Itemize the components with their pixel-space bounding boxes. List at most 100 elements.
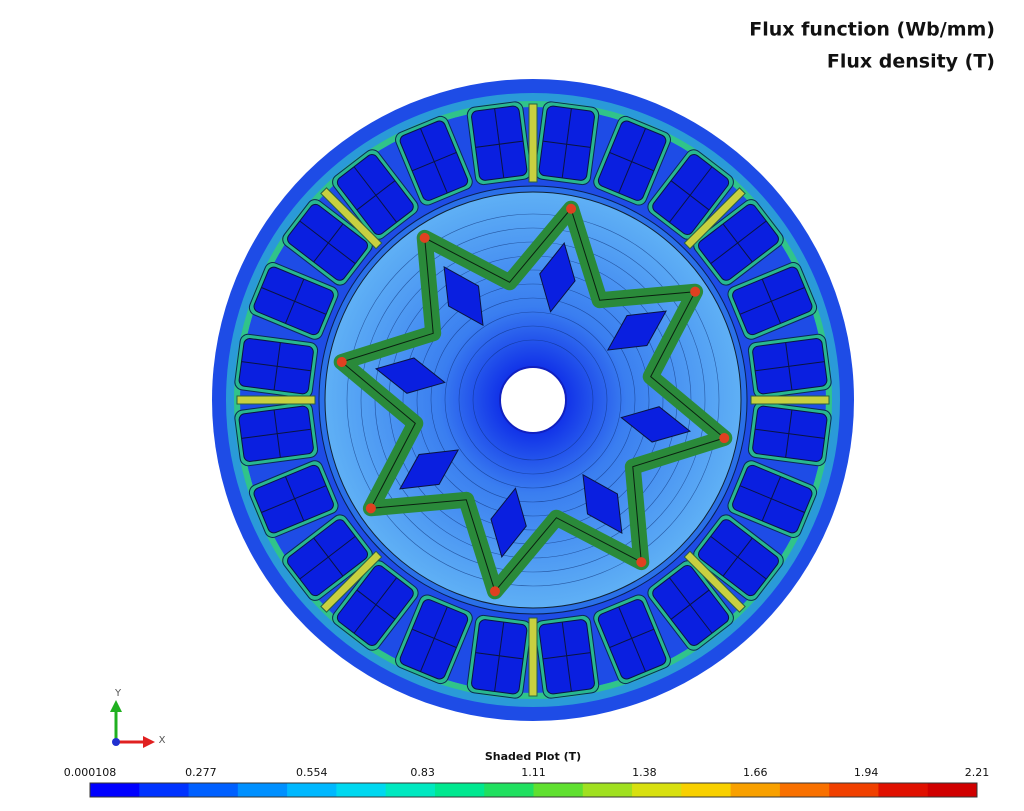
- tooth-flux: [528, 617, 538, 697]
- colorbar-band: [829, 783, 879, 797]
- motor-plot: [212, 79, 854, 721]
- header-line: Flux function (Wb/mm): [749, 19, 995, 41]
- slot: [395, 594, 473, 685]
- slot: [647, 560, 734, 651]
- x-label: X: [159, 735, 166, 746]
- slot-divider: [261, 485, 327, 513]
- colorbar-frame: [89, 782, 978, 798]
- pocket-body: [582, 473, 623, 534]
- flux-line: [430, 297, 636, 503]
- flux-line: [458, 325, 608, 475]
- slot-divider: [273, 342, 281, 391]
- tooth: [528, 103, 538, 183]
- slot-divider: [785, 409, 793, 458]
- slot: [234, 333, 319, 399]
- colorbar-tick-label: 1.38: [632, 766, 657, 779]
- colorbar-band: [730, 783, 781, 797]
- tooth-flux: [528, 103, 538, 183]
- pocket: [419, 232, 484, 327]
- colorbar-band: [336, 783, 387, 797]
- axis-triad: Y X: [110, 688, 166, 748]
- slot-divider: [755, 361, 825, 372]
- tooth: [236, 395, 316, 405]
- slot-divider: [313, 537, 344, 577]
- pocket: [365, 449, 460, 514]
- slot-divider: [761, 476, 782, 522]
- slot-divider: [785, 342, 793, 391]
- colorbar-tick-label: 1.66: [743, 766, 768, 779]
- slot-divider: [411, 628, 457, 649]
- slot-divider: [722, 537, 753, 577]
- colorbar-band: [139, 783, 190, 797]
- tooth: [528, 617, 538, 697]
- slot-divider: [299, 535, 356, 580]
- colorbar-band: [779, 783, 830, 797]
- slot-divider: [241, 428, 311, 439]
- colorbar-tick-label: 0.000108: [64, 766, 117, 779]
- slot: [727, 460, 818, 538]
- slot-divider: [420, 606, 448, 672]
- slot: [466, 614, 532, 699]
- tooth: [320, 187, 383, 250]
- tooth-flux: [750, 395, 830, 405]
- colorbar-title: Shaded Plot (T): [485, 750, 581, 763]
- colorbar-tick-label: 1.11: [521, 766, 546, 779]
- slot-divider: [710, 220, 767, 265]
- slot-divider: [313, 223, 344, 263]
- tooth-flux: [320, 187, 383, 250]
- slot-divider: [668, 166, 713, 223]
- bridge-hotspot: [365, 503, 376, 514]
- slot-divider: [722, 223, 753, 263]
- flux-line: [402, 269, 664, 531]
- slot: [534, 101, 600, 186]
- slot-divider: [618, 128, 646, 194]
- slot: [747, 401, 832, 467]
- pocket: [539, 203, 577, 313]
- slot-divider: [261, 287, 327, 315]
- slot-divider: [761, 278, 782, 324]
- slot: [693, 514, 784, 601]
- slot-divider: [755, 428, 825, 439]
- pocket-body: [539, 242, 576, 313]
- pocket-body: [399, 449, 460, 490]
- slot-divider: [284, 476, 305, 522]
- slot: [693, 199, 784, 286]
- colorbar-tick-label: 1.94: [854, 766, 879, 779]
- pocket-body: [490, 487, 527, 558]
- slot: [534, 614, 600, 699]
- pocket: [620, 406, 730, 444]
- stator-ring: [226, 93, 840, 707]
- colorbar-tick-label: 0.83: [410, 766, 435, 779]
- flux-line: [360, 227, 706, 573]
- slot-divider: [475, 140, 524, 148]
- slot-divider: [273, 409, 281, 458]
- tooth: [320, 550, 383, 613]
- tooth: [750, 395, 830, 405]
- pocket-body: [620, 406, 691, 443]
- shaft: [499, 366, 567, 434]
- colorbar-band: [533, 783, 584, 797]
- slot-divider: [411, 151, 457, 172]
- pocket: [489, 487, 527, 597]
- colorbar-band: [632, 783, 682, 797]
- tooth-flux: [236, 395, 316, 405]
- colorbar-band: [927, 783, 978, 797]
- pocket-body: [375, 357, 446, 394]
- bridge-hotspot: [636, 557, 647, 568]
- pocket: [606, 286, 701, 351]
- tooth: [683, 550, 746, 613]
- colorbar-band: [237, 783, 288, 797]
- slot-divider: [494, 108, 505, 178]
- colorbar-band: [484, 783, 534, 797]
- flux-line: [346, 213, 720, 587]
- colorbar: 0.000108 0.277 0.554 0.83 1.11 1.38 1.66 1.94 2.…: [64, 766, 989, 798]
- slot-divider: [353, 166, 398, 223]
- flux-line: [416, 283, 650, 517]
- bridge-hotspot: [566, 203, 577, 214]
- slot: [332, 560, 419, 651]
- y-label: Y: [114, 688, 122, 699]
- flux-line: [472, 339, 594, 461]
- slot-divider: [475, 652, 524, 660]
